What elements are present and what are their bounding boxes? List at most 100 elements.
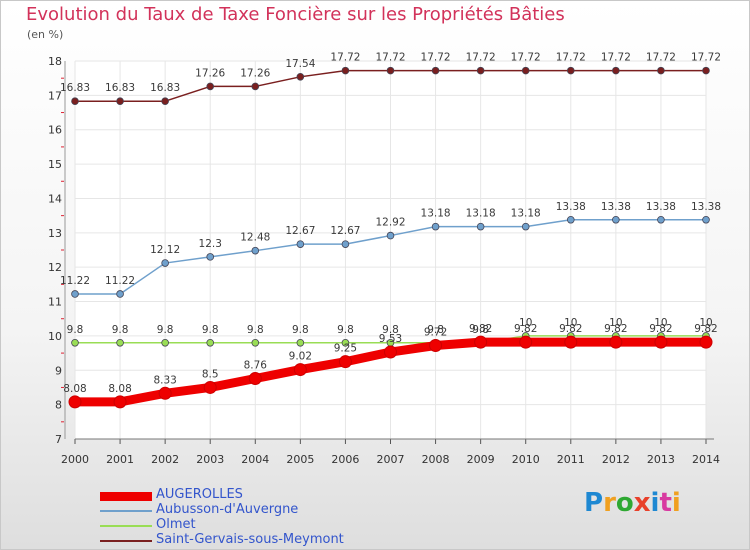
legend-label: Saint-Gervais-sous-Meymont xyxy=(156,532,344,547)
data-label: 13.18 xyxy=(421,208,451,220)
x-tick-label: 2011 xyxy=(557,453,585,466)
unit-label: (en %) xyxy=(27,28,64,41)
legend-swatch xyxy=(100,492,152,501)
data-label: 9.8 xyxy=(157,324,174,336)
legend-swatch xyxy=(100,510,152,512)
legend-label: AUGEROLLES xyxy=(156,487,243,502)
data-point xyxy=(296,240,305,248)
data-point xyxy=(338,355,352,369)
data-point xyxy=(609,335,623,349)
y-tick-label: 9 xyxy=(55,364,62,377)
data-label: 17.72 xyxy=(511,52,541,64)
x-tick-label: 2007 xyxy=(377,453,405,466)
data-label: 13.38 xyxy=(556,201,586,213)
data-point xyxy=(564,335,578,349)
data-point xyxy=(476,222,485,231)
legend-swatch xyxy=(100,540,152,542)
data-point xyxy=(341,66,350,75)
x-tick-label: 2001 xyxy=(106,453,134,466)
data-point xyxy=(657,66,665,75)
logo-letter: P xyxy=(584,488,604,518)
data-label: 11.22 xyxy=(105,275,135,287)
data-label: 9.82 xyxy=(469,323,492,335)
x-tick-label: 2002 xyxy=(151,453,179,466)
y-tick-label: 11 xyxy=(48,296,62,309)
data-point xyxy=(161,338,169,347)
data-label: 17.72 xyxy=(466,52,496,64)
data-label: 17.72 xyxy=(421,52,451,64)
y-tick-label: 15 xyxy=(48,158,62,171)
data-label: 8.08 xyxy=(63,383,86,395)
data-label: 13.38 xyxy=(646,201,676,213)
data-point xyxy=(161,97,169,106)
data-point xyxy=(386,66,395,75)
y-tick-label: 12 xyxy=(48,261,62,274)
logo-letter: o xyxy=(615,488,634,518)
data-label: 17.72 xyxy=(646,52,676,64)
data-label: 9.53 xyxy=(379,333,402,345)
x-tick-label: 2005 xyxy=(286,453,314,466)
data-point xyxy=(521,222,530,231)
data-label: 17.72 xyxy=(375,52,405,64)
y-tick-label: 8 xyxy=(55,399,62,412)
data-label: 12.67 xyxy=(285,225,315,237)
data-label: 9.25 xyxy=(334,343,357,355)
data-label: 8.08 xyxy=(108,383,131,395)
data-point xyxy=(521,66,530,75)
data-point xyxy=(116,290,124,298)
data-label: 17.72 xyxy=(601,52,631,64)
data-label: 17.72 xyxy=(691,52,721,64)
chart-title: Evolution du Taux de Taxe Foncière sur l… xyxy=(26,4,565,25)
logo-letter: x xyxy=(633,488,651,518)
data-label: 17.72 xyxy=(556,52,586,64)
data-point xyxy=(293,363,307,377)
data-point xyxy=(206,253,215,261)
data-label: 9.82 xyxy=(694,323,717,335)
data-label: 9.8 xyxy=(427,324,444,336)
x-tick-label: 2013 xyxy=(647,453,675,466)
data-label: 9.8 xyxy=(472,324,489,336)
y-tick-label: 16 xyxy=(48,124,62,137)
x-tick-label: 2010 xyxy=(512,453,540,466)
data-point xyxy=(206,82,215,91)
x-tick-label: 2012 xyxy=(602,453,630,466)
y-tick-label: 14 xyxy=(48,192,62,205)
data-point xyxy=(474,335,488,349)
data-point xyxy=(71,338,79,347)
data-label: 9.82 xyxy=(604,323,627,335)
data-label: 16.83 xyxy=(150,82,180,94)
x-tick-label: 2006 xyxy=(331,453,359,466)
data-point xyxy=(341,240,350,248)
data-point xyxy=(654,335,668,349)
data-label: 9.8 xyxy=(67,324,84,336)
data-point xyxy=(566,215,575,224)
data-point xyxy=(251,338,260,347)
data-point xyxy=(251,82,260,91)
y-tick-label: 13 xyxy=(48,227,62,240)
x-tick-label: 2000 xyxy=(61,453,89,466)
data-label: 8.5 xyxy=(202,368,219,380)
data-point xyxy=(71,290,79,298)
data-label: 9.8 xyxy=(112,324,129,336)
data-point xyxy=(702,66,710,75)
data-label: 10 xyxy=(519,317,532,329)
data-label: 13.18 xyxy=(466,208,496,220)
legend-label: Aubusson-d'Auvergne xyxy=(156,502,299,517)
data-point xyxy=(68,395,82,409)
data-label: 17.26 xyxy=(240,67,270,79)
proxiti-logo: Proxiti xyxy=(584,488,681,518)
data-point xyxy=(386,231,395,240)
legend-label: Olmet xyxy=(156,517,196,532)
data-point xyxy=(341,338,350,347)
data-label: 11.22 xyxy=(60,275,90,287)
y-tick-label: 18 xyxy=(48,55,62,68)
data-label: 10 xyxy=(699,317,712,329)
data-point xyxy=(113,395,127,409)
data-label: 10 xyxy=(564,317,577,329)
data-label: 12.3 xyxy=(199,238,222,250)
data-label: 12.67 xyxy=(330,225,360,237)
data-point xyxy=(612,215,620,224)
data-point xyxy=(566,66,575,75)
data-point xyxy=(657,215,665,224)
x-tick-label: 2008 xyxy=(422,453,450,466)
